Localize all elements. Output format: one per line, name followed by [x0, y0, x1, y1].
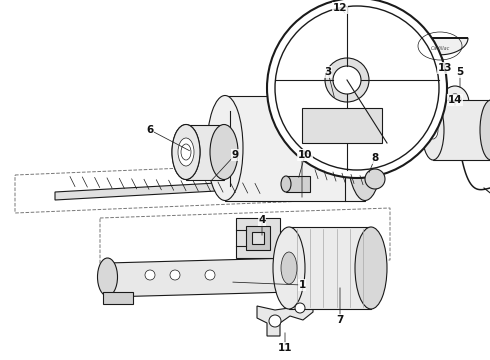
Bar	[225, 95, 365, 201]
Bar	[246, 226, 270, 250]
Text: Cadillac: Cadillac	[430, 45, 450, 50]
Ellipse shape	[267, 0, 447, 178]
Text: 1: 1	[298, 280, 306, 290]
Polygon shape	[310, 173, 370, 186]
Text: 10: 10	[298, 150, 312, 160]
Ellipse shape	[325, 58, 369, 102]
Bar	[289, 227, 371, 309]
Text: 2: 2	[298, 150, 306, 160]
Bar	[433, 100, 490, 160]
Bar	[186, 125, 224, 180]
Text: 12: 12	[333, 3, 347, 13]
Ellipse shape	[207, 95, 243, 201]
Polygon shape	[412, 38, 468, 55]
Text: 4: 4	[258, 215, 266, 225]
Ellipse shape	[172, 125, 200, 180]
Text: 8: 8	[371, 153, 379, 163]
Bar	[102, 292, 132, 304]
Text: 9: 9	[231, 150, 239, 160]
Ellipse shape	[422, 100, 444, 160]
Ellipse shape	[145, 270, 155, 280]
Bar	[252, 232, 264, 244]
Ellipse shape	[480, 100, 490, 160]
Ellipse shape	[295, 303, 305, 313]
Ellipse shape	[170, 270, 180, 280]
Ellipse shape	[273, 227, 305, 309]
Text: 7: 7	[336, 315, 343, 325]
Text: 11: 11	[278, 343, 292, 353]
Ellipse shape	[333, 66, 361, 94]
Text: 14: 14	[448, 95, 462, 105]
Ellipse shape	[275, 6, 439, 170]
Polygon shape	[107, 258, 293, 297]
Polygon shape	[257, 300, 313, 336]
Ellipse shape	[281, 252, 297, 284]
Bar	[236, 218, 280, 258]
Ellipse shape	[98, 258, 118, 296]
Ellipse shape	[178, 138, 194, 166]
Ellipse shape	[269, 315, 281, 327]
Text: 6: 6	[147, 125, 154, 135]
Polygon shape	[55, 180, 270, 200]
Text: 13: 13	[438, 63, 452, 73]
Ellipse shape	[355, 227, 387, 309]
Ellipse shape	[205, 270, 215, 280]
Bar	[302, 108, 382, 143]
Ellipse shape	[365, 169, 385, 189]
Ellipse shape	[281, 176, 291, 192]
Ellipse shape	[428, 121, 438, 139]
Text: 3: 3	[324, 67, 332, 77]
Ellipse shape	[346, 101, 352, 107]
Ellipse shape	[441, 86, 469, 120]
Bar	[286, 176, 310, 192]
Ellipse shape	[172, 125, 200, 180]
Ellipse shape	[347, 95, 383, 201]
Text: 5: 5	[456, 67, 464, 77]
Ellipse shape	[448, 94, 462, 112]
Ellipse shape	[210, 125, 238, 180]
